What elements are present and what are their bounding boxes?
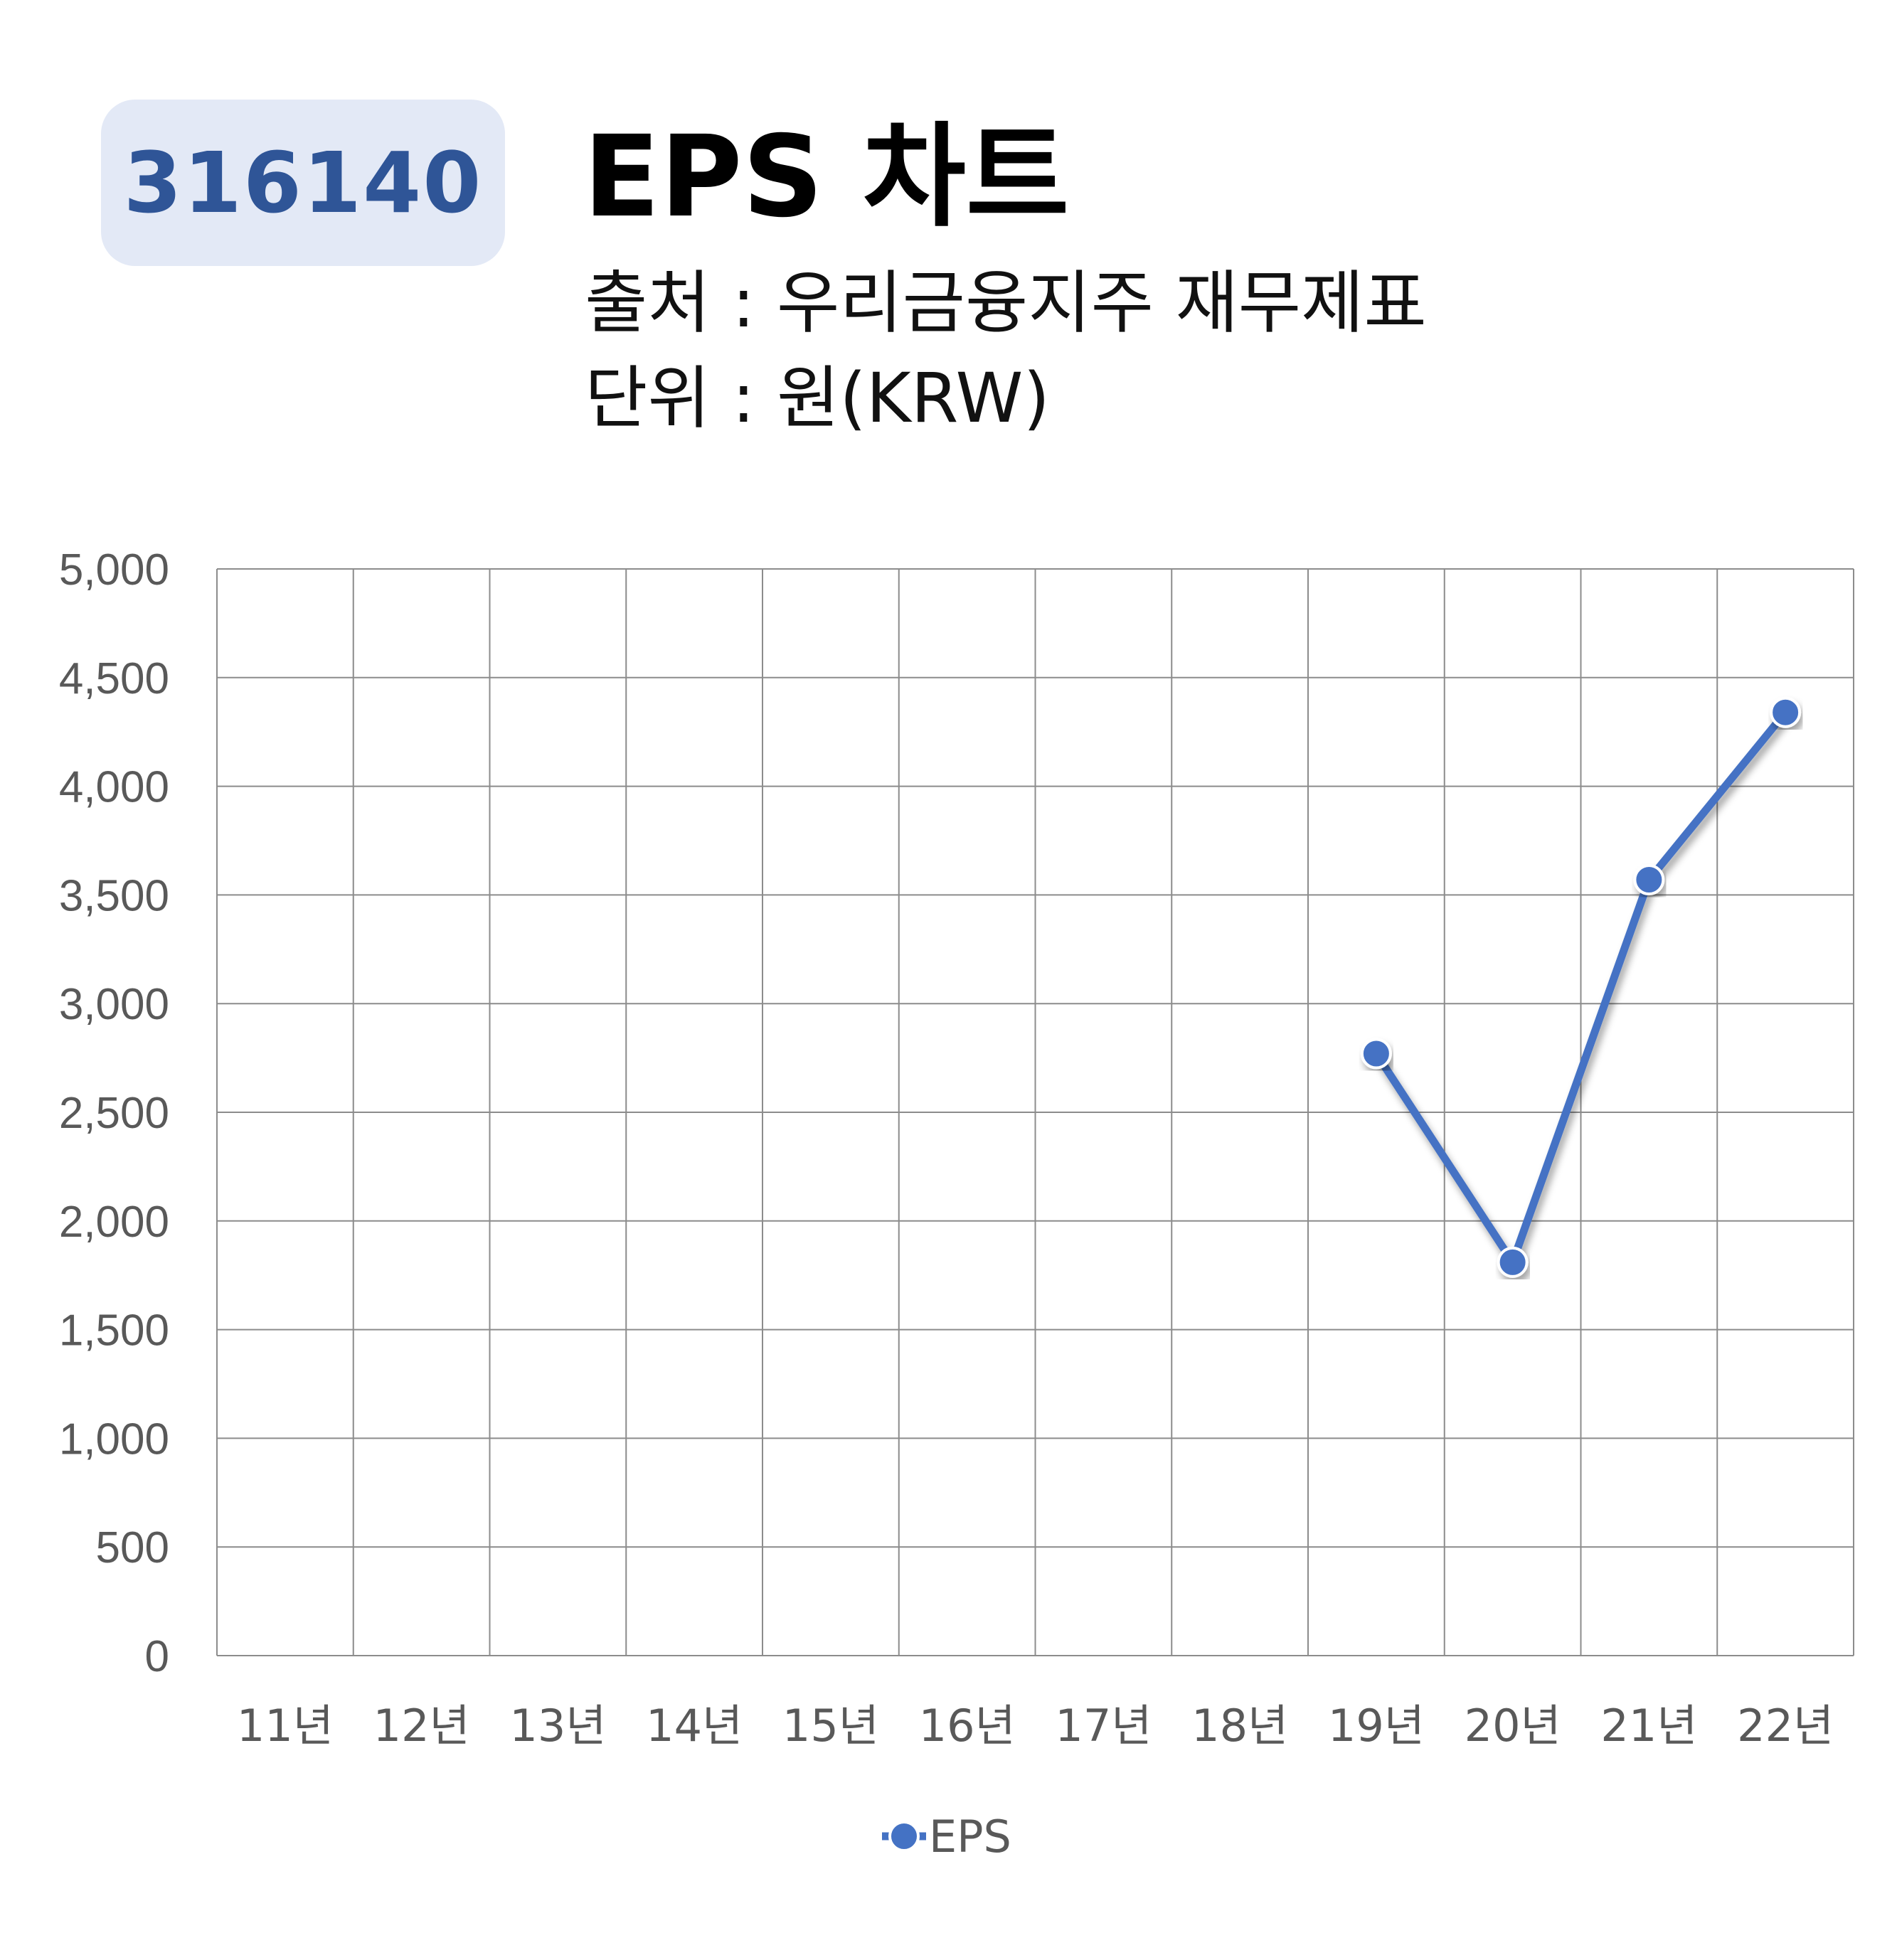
y-tick-label: 4,000 [59,763,169,812]
x-tick-label: 11년 [237,1700,334,1752]
x-tick-label: 21년 [1600,1700,1697,1752]
x-tick-label: 16년 [919,1700,1016,1752]
y-tick-label: 4,500 [59,654,169,703]
x-axis-ticks: 11년 12년 13년 14년 15년 16년 17년 18년 19년 20년 21년 22년 [237,1700,1834,1752]
x-tick-label: 14년 [646,1700,743,1752]
y-tick-label: 5,000 [59,545,169,595]
chart-grid [216,568,1854,1656]
x-tick-label: 20년 [1465,1700,1561,1752]
eps-series-line [1372,708,1790,1267]
legend-marker-swatch [888,1821,920,1852]
series-eps [1360,696,1802,1278]
stock-code: 316140 [123,134,483,232]
x-tick-label: 19년 [1328,1700,1425,1752]
eps-data-point [1633,864,1665,896]
x-tick-label: 18년 [1191,1700,1288,1752]
x-tick-label: 15년 [782,1700,879,1752]
eps-data-point [1770,696,1802,728]
x-tick-label: 13년 [509,1700,606,1752]
y-tick-label: 2,500 [59,1089,169,1138]
x-tick-label: 17년 [1055,1700,1152,1752]
y-tick-label: 0 [145,1632,169,1681]
eps-data-point [1360,1038,1392,1070]
y-tick-label: 1,000 [59,1415,169,1464]
stock-code-badge: 316140 [101,100,505,266]
y-axis-ticks: 0 500 1,000 1,500 2,000 2,500 3,000 3,500 4,000 4… [59,545,169,1681]
y-tick-label: 3,000 [59,980,169,1029]
chart-title: EPS 차트 [583,112,1070,243]
y-tick-label: 3,500 [59,871,169,920]
legend: EPS [882,1811,1011,1863]
legend-label-eps: EPS [929,1811,1011,1863]
y-tick-label: 500 [96,1523,169,1572]
x-tick-label: 22년 [1737,1700,1834,1752]
y-tick-label: 1,500 [59,1306,169,1356]
x-tick-label: 12년 [373,1700,470,1752]
unit-label: 단위 : 원(KRW) [585,358,1050,438]
source-label: 출처 : 우리금융지주 재무제표 [585,263,1427,343]
y-tick-label: 2,000 [59,1198,169,1247]
eps-data-point [1497,1246,1529,1278]
